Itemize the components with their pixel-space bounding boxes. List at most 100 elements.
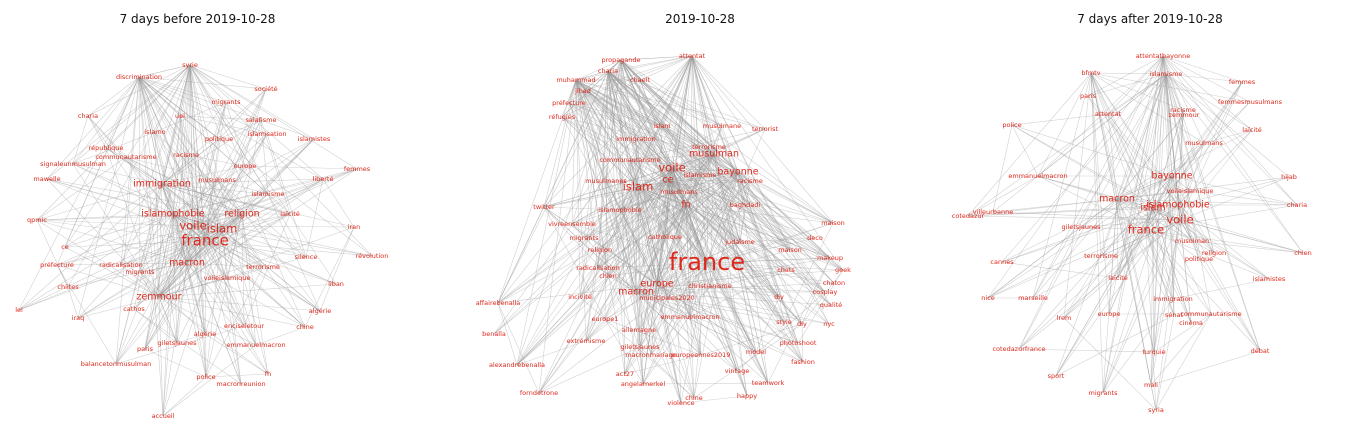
graph-edge: [1090, 72, 1167, 75]
graph-edge: [706, 128, 766, 264]
graph-edge: [161, 183, 245, 327]
graph-edge: [671, 167, 803, 325]
graph-edge: [322, 178, 355, 228]
graph-edge: [992, 198, 1118, 213]
graph-edge: [713, 153, 804, 363]
node-label: musulmans: [660, 188, 698, 196]
graph-edge: [635, 291, 799, 344]
graph-edge: [656, 191, 680, 285]
graph-edge: [1107, 73, 1167, 115]
graph-edge: [571, 223, 708, 264]
graph-edge: [671, 153, 715, 169]
graph-edge: [700, 323, 803, 356]
graph-edge: [755, 296, 780, 353]
graph-edge: [1116, 176, 1290, 200]
graph-edge: [713, 153, 741, 243]
graph-edge: [666, 204, 687, 299]
node-label: france: [1128, 223, 1165, 237]
graph-edge: [583, 204, 687, 239]
graph-edge: [138, 76, 188, 264]
graph-edge: [607, 70, 658, 285]
graph-edge: [172, 165, 246, 215]
graph-edge: [744, 204, 803, 325]
graph-edge: [144, 64, 191, 350]
graph-panel-after: 7 days after 2019-10-28 attentatbayonne b…: [940, 0, 1360, 436]
graph-edge: [575, 79, 831, 259]
graph-edge: [1165, 73, 1243, 83]
graph-edge: [241, 168, 358, 215]
graph-edge: [706, 171, 739, 264]
node-label: chats: [777, 266, 795, 274]
graph-edge: [1152, 101, 1251, 209]
graph-edge: [1162, 55, 1167, 75]
graph-edge: [260, 119, 269, 195]
node-label: style: [776, 318, 792, 326]
graph-edge: [575, 79, 702, 356]
graph-edge: [571, 179, 669, 225]
graph-edge: [154, 131, 223, 230]
graph-edge: [56, 264, 160, 298]
graph-edge: [172, 179, 218, 215]
node-label: immigration: [616, 135, 656, 143]
node-label: migrants: [570, 234, 600, 242]
node-label: sport: [1048, 372, 1065, 380]
node-label: christianisme: [688, 282, 732, 290]
graph-edge: [260, 119, 291, 215]
graph-edge: [241, 213, 269, 375]
node-label: deco: [807, 234, 823, 242]
graph-edge: [138, 76, 160, 298]
graph-edge: [642, 285, 711, 385]
graph-edge: [204, 179, 218, 242]
node-label: turquie: [1142, 348, 1165, 356]
graph-edge: [1171, 81, 1243, 177]
graph-edge: [138, 76, 324, 180]
graph-edge: [189, 64, 262, 121]
graph-edge: [620, 59, 748, 397]
graph-edge: [685, 204, 711, 287]
graph-edge: [186, 262, 207, 378]
graph-edge: [575, 79, 751, 182]
graph-edge: [158, 262, 188, 298]
graph-edge: [1116, 198, 1154, 209]
graph-edge: [691, 55, 791, 251]
graph-edge: [1145, 229, 1192, 324]
graph-edge: [604, 167, 673, 320]
graph-edge: [67, 64, 191, 288]
graph-edge: [1032, 55, 1164, 299]
graph-edge: [186, 178, 324, 264]
graph-edge: [1090, 72, 1192, 324]
graph-edge: [192, 225, 337, 285]
node-label: chine: [685, 394, 703, 402]
graph-edge: [1037, 73, 1167, 177]
graph-edge: [678, 191, 687, 206]
graph-edge: [671, 167, 739, 173]
graph-edge: [575, 79, 644, 385]
graph-edge: [1116, 198, 1298, 206]
graph-edge: [105, 147, 160, 298]
graph-edge: [575, 79, 695, 399]
graph-edge: [629, 159, 701, 176]
graph-edge: [620, 59, 835, 284]
graph-edge: [172, 213, 206, 242]
graph-edge: [671, 167, 701, 176]
node-label: terrorisme: [692, 143, 726, 151]
graph-edge: [685, 204, 695, 399]
graph-edge: [172, 213, 194, 227]
graph-edge: [709, 285, 780, 298]
graph-edge: [158, 228, 223, 298]
graph-edge: [172, 138, 315, 215]
graph-edge: [666, 241, 741, 299]
graph-edge: [172, 213, 257, 346]
graph-edge: [987, 175, 1173, 299]
graph-edge: [635, 291, 804, 363]
graph-edge: [516, 79, 577, 366]
graph-edge: [637, 186, 711, 287]
graph-edge: [599, 179, 669, 251]
node-label: révolution: [356, 252, 389, 260]
graph-edge: [642, 283, 658, 385]
graph-edge: [575, 79, 834, 224]
graph-edge: [607, 70, 831, 259]
graph-edge: [575, 79, 599, 269]
graph-edge: [620, 59, 723, 127]
node-label: attentat: [1095, 110, 1122, 118]
